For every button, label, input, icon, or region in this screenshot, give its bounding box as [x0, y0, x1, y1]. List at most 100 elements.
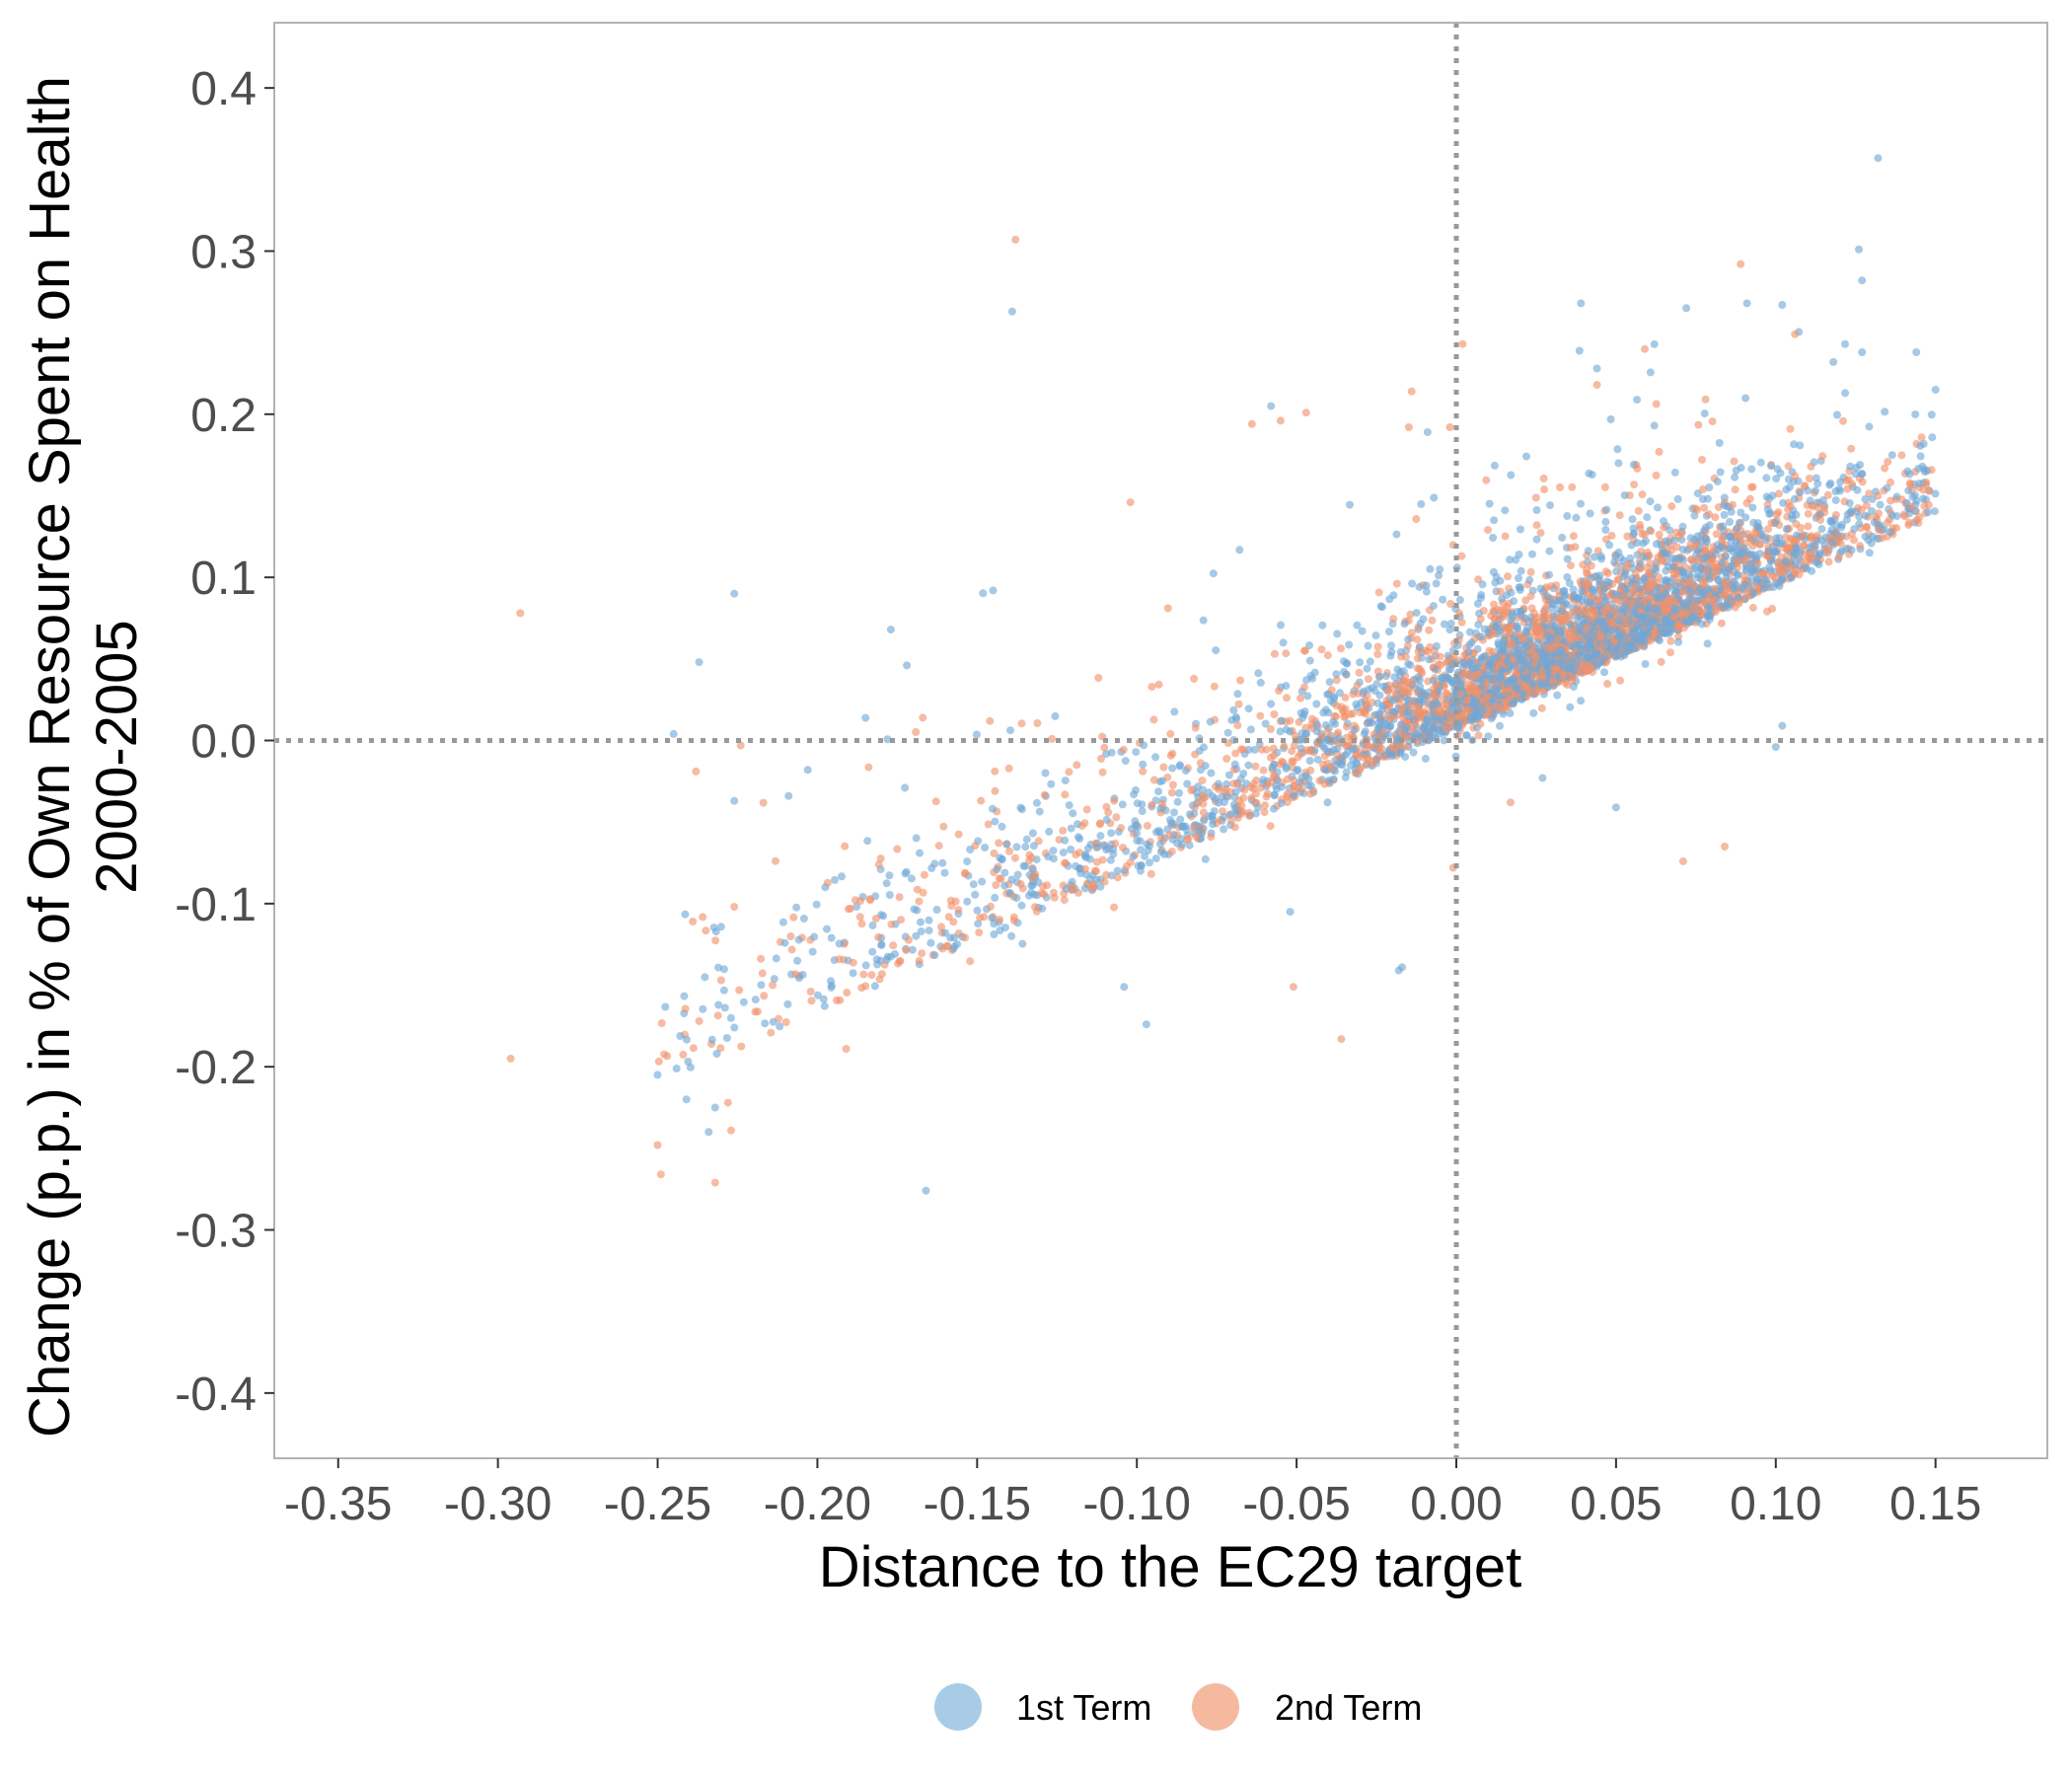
- point-1st-term: [1261, 719, 1270, 728]
- point-2nd-term: [656, 1170, 665, 1179]
- point-2nd-term: [1096, 819, 1104, 828]
- point-1st-term: [803, 766, 812, 775]
- point-2nd-term: [1266, 822, 1275, 831]
- point-1st-term: [1578, 587, 1587, 596]
- point-1st-term: [1753, 522, 1762, 531]
- point-1st-term: [672, 1065, 681, 1073]
- point-1st-term: [1546, 501, 1554, 510]
- point-1st-term: [1771, 743, 1780, 752]
- point-2nd-term: [1113, 873, 1122, 882]
- point-1st-term: [1246, 725, 1255, 734]
- point-1st-term: [776, 1022, 784, 1031]
- point-2nd-term: [1506, 624, 1515, 631]
- point-1st-term: [1503, 680, 1512, 689]
- point-1st-term: [1282, 763, 1291, 771]
- point-1st-term: [739, 998, 748, 1006]
- point-2nd-term: [1401, 652, 1410, 661]
- point-1st-term: [886, 952, 895, 961]
- point-2nd-term: [516, 609, 525, 618]
- point-2nd-term: [1640, 530, 1649, 539]
- point-2nd-term: [1705, 510, 1713, 519]
- point-2nd-term: [716, 1044, 725, 1053]
- point-2nd-term: [1194, 797, 1203, 806]
- point-2nd-term: [833, 996, 841, 1004]
- point-2nd-term: [1096, 755, 1105, 763]
- point-1st-term: [989, 804, 997, 813]
- point-1st-term: [1700, 554, 1709, 562]
- point-1st-term: [1512, 555, 1520, 564]
- point-1st-term: [1542, 662, 1551, 671]
- point-2nd-term: [1307, 720, 1316, 729]
- point-1st-term: [1025, 891, 1033, 900]
- point-2nd-term: [1536, 529, 1545, 538]
- y-tick-label: 0.1: [190, 553, 257, 605]
- point-1st-term: [1605, 541, 1614, 550]
- point-2nd-term: [986, 716, 995, 725]
- point-1st-term: [761, 1019, 770, 1028]
- point-1st-term: [1093, 843, 1102, 851]
- point-1st-term: [1742, 547, 1750, 555]
- point-1st-term: [1356, 658, 1365, 667]
- point-1st-term: [1333, 629, 1342, 638]
- point-2nd-term: [1655, 530, 1664, 539]
- point-1st-term: [772, 954, 780, 963]
- point-2nd-term: [1363, 741, 1371, 750]
- point-1st-term: [1061, 777, 1070, 785]
- point-1st-term: [1737, 508, 1745, 517]
- point-1st-term: [686, 1063, 695, 1072]
- point-2nd-term: [1526, 567, 1535, 576]
- point-1st-term: [1076, 869, 1085, 877]
- point-1st-term: [1363, 664, 1371, 673]
- point-1st-term: [1883, 483, 1891, 492]
- point-2nd-term: [1430, 685, 1438, 694]
- point-1st-term: [1833, 410, 1841, 419]
- point-1st-term: [710, 1103, 719, 1112]
- point-2nd-term: [1222, 755, 1231, 763]
- point-1st-term: [1386, 750, 1395, 758]
- point-2nd-term: [716, 976, 725, 985]
- point-2nd-term: [856, 897, 865, 906]
- point-1st-term: [1836, 478, 1845, 486]
- point-2nd-term: [1652, 400, 1661, 408]
- point-1st-term: [757, 981, 766, 990]
- point-1st-term: [1476, 594, 1485, 603]
- point-1st-term: [1430, 717, 1439, 726]
- point-1st-term: [868, 947, 877, 956]
- point-1st-term: [1693, 596, 1702, 605]
- point-2nd-term: [1320, 779, 1329, 788]
- point-1st-term: [993, 865, 1001, 873]
- point-2nd-term: [1147, 800, 1156, 809]
- point-1st-term: [1012, 843, 1021, 851]
- point-1st-term: [1256, 678, 1265, 687]
- point-2nd-term: [1414, 709, 1423, 718]
- point-1st-term: [1352, 700, 1361, 708]
- point-1st-term: [661, 1002, 670, 1011]
- point-2nd-term: [1731, 485, 1739, 494]
- point-1st-term: [1170, 707, 1179, 716]
- point-2nd-term: [996, 916, 1004, 924]
- point-1st-term: [1762, 474, 1771, 482]
- point-1st-term: [1022, 835, 1031, 844]
- point-1st-term: [901, 869, 910, 878]
- point-1st-term: [1425, 655, 1434, 664]
- point-2nd-term: [889, 941, 898, 950]
- point-2nd-term: [1824, 557, 1833, 566]
- x-tick-label: 0.00: [1410, 1478, 1502, 1530]
- point-2nd-term: [1377, 744, 1386, 753]
- point-1st-term: [1222, 779, 1231, 788]
- point-1st-term: [1017, 901, 1026, 910]
- point-2nd-term: [1428, 616, 1437, 625]
- point-2nd-term: [1748, 542, 1757, 551]
- point-2nd-term: [1671, 573, 1680, 582]
- point-2nd-term: [1005, 847, 1013, 855]
- point-2nd-term: [1643, 563, 1652, 572]
- point-2nd-term: [1163, 604, 1172, 613]
- point-1st-term: [1477, 632, 1486, 641]
- point-2nd-term: [1190, 674, 1199, 683]
- point-1st-term: [1628, 515, 1637, 524]
- point-1st-term: [1596, 552, 1605, 560]
- point-2nd-term: [1588, 664, 1596, 673]
- point-1st-term: [701, 973, 709, 982]
- point-1st-term: [1185, 810, 1194, 819]
- point-2nd-term: [1565, 611, 1574, 620]
